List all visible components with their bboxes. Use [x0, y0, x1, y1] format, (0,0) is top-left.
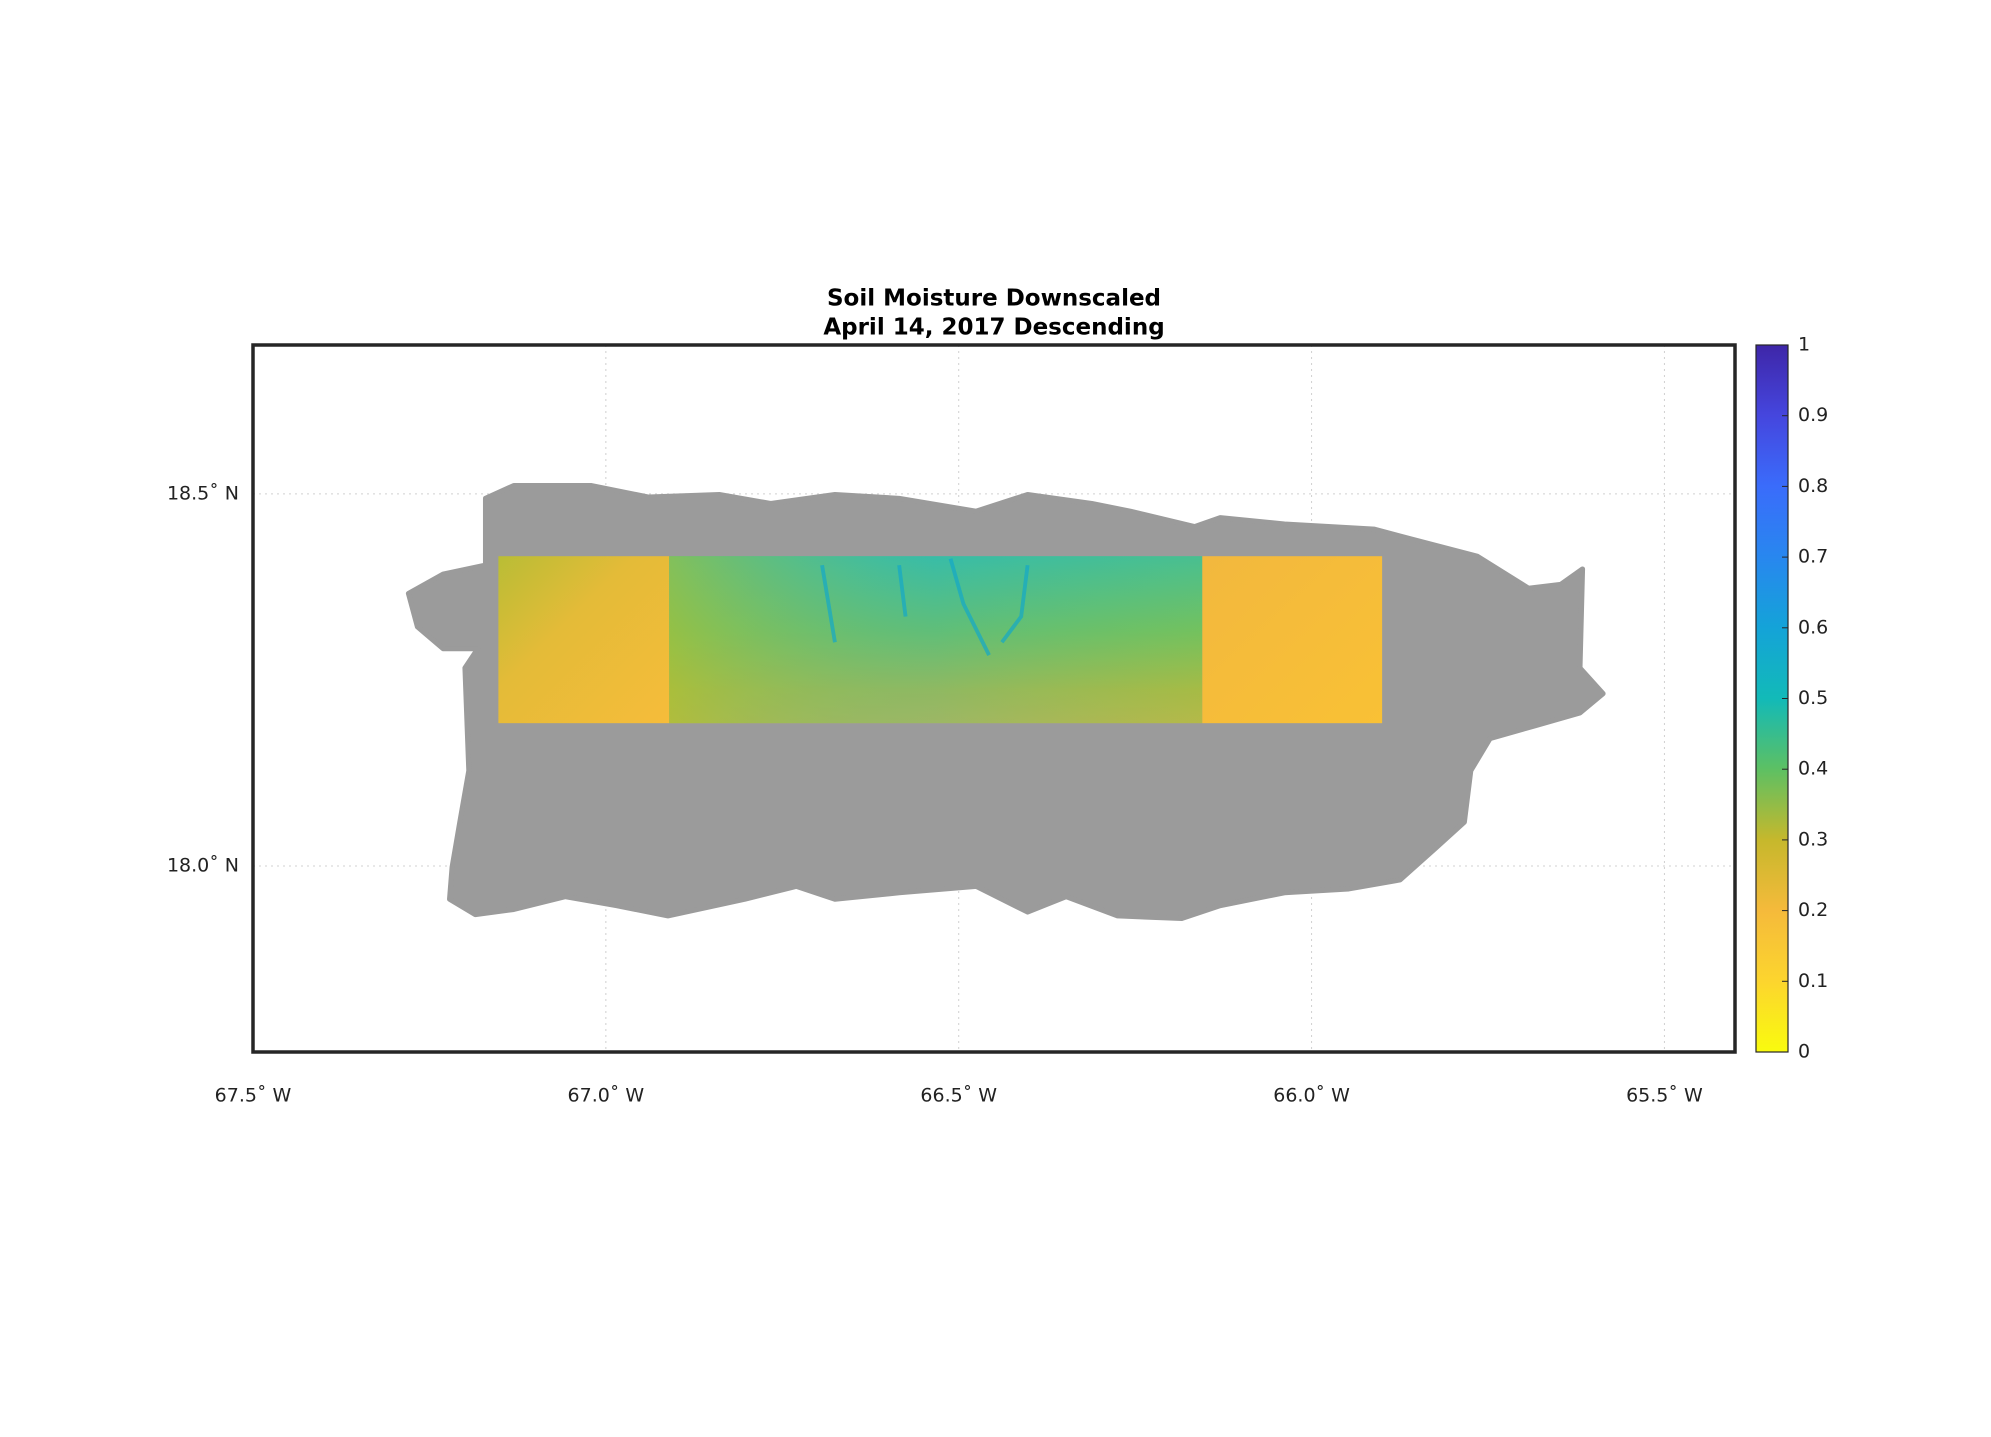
colorbar-tick-label: 1 [1798, 334, 1810, 356]
soil-moisture-west [498, 556, 670, 724]
colorbar-tick-label: 0.5 [1798, 687, 1828, 709]
colorbar-tick-label: 0.3 [1798, 828, 1828, 850]
colorbar-tick-label: 0.4 [1798, 758, 1828, 780]
x-tick-label: 66.5˚ W [920, 1085, 997, 1107]
map-frame [251, 343, 1737, 1054]
colorbar-tick-label: 0 [1798, 1041, 1810, 1063]
colorbar-tick-label: 0.1 [1798, 970, 1828, 992]
colorbar-tick-label: 0.8 [1798, 475, 1828, 497]
x-tick-label: 65.5˚ W [1626, 1085, 1703, 1107]
x-tick-label: 66.0˚ W [1273, 1085, 1350, 1107]
y-tick-label: 18.5˚ N [167, 482, 239, 504]
y-tick-label: 18.0˚ N [167, 854, 239, 876]
colorbar-axis: 0 0.1 0.2 0.3 0.4 0.5 0.6 0.7 0.8 0.9 1 [1782, 334, 1828, 1063]
x-tick-label: 67.5˚ W [215, 1085, 292, 1107]
soil-moisture-east [1202, 556, 1383, 724]
title-line-2: April 14, 2017 Descending [823, 315, 1164, 341]
river-streak [820, 558, 1030, 656]
axes: 67.5˚ W 67.0˚ W 66.5˚ W 66.0˚ W 65.5˚ W 18.0˚… [167, 482, 1703, 1106]
colorbar-tick-label: 0.7 [1798, 546, 1828, 568]
colorbar-tick-label: 0.9 [1798, 404, 1828, 426]
colorbar-tick-label: 0.2 [1798, 899, 1828, 921]
title-line-1: Soil Moisture Downscaled [827, 286, 1161, 312]
colorbar-tick-label: 0.6 [1798, 616, 1828, 638]
map-layer [405, 482, 1606, 921]
soil-moisture-central-overlay [669, 556, 1203, 724]
x-tick-label: 67.0˚ W [568, 1085, 645, 1107]
